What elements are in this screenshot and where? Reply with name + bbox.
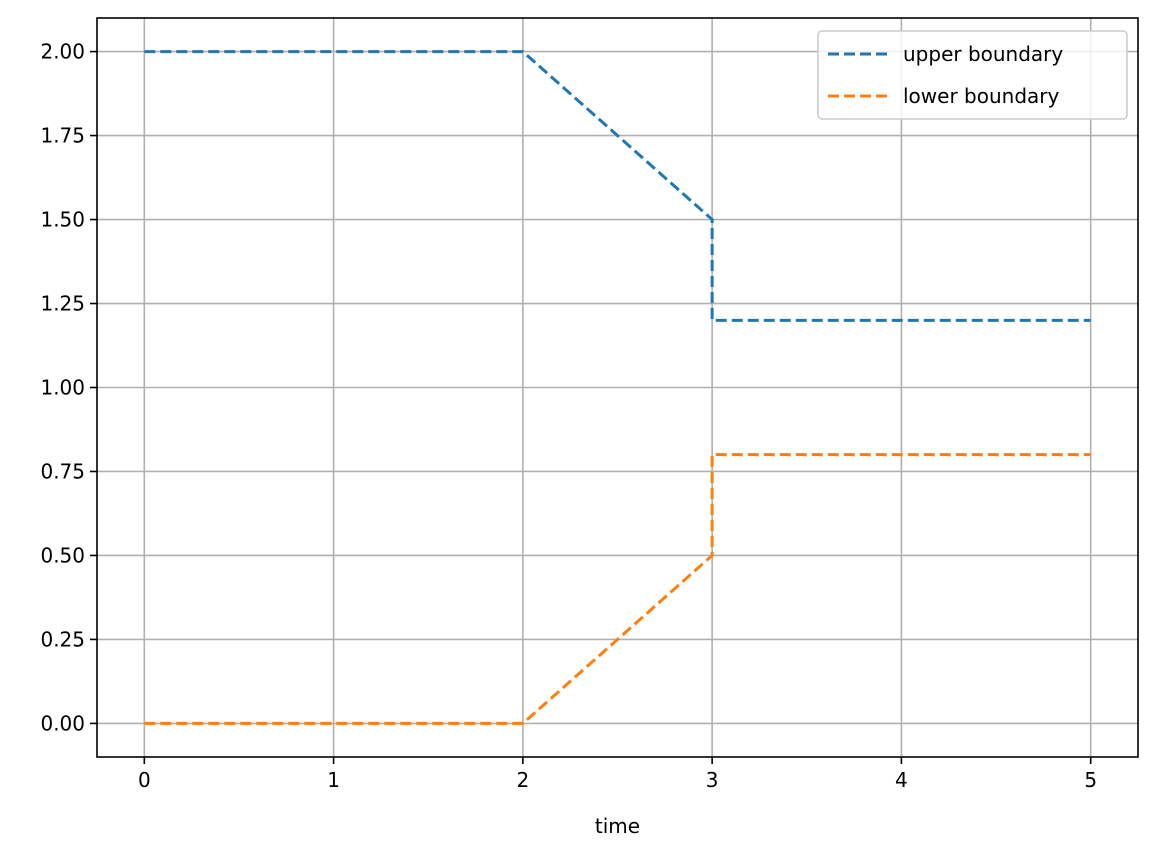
series-lines (144, 50, 1091, 725)
legend: upper boundary lower boundary (817, 30, 1128, 120)
y-tick-label: 0.00 (40, 711, 85, 735)
x-tick-label: 2 (516, 768, 529, 792)
x-tick-label: 0 (138, 768, 151, 792)
y-tick-label: 0.50 (40, 543, 85, 567)
legend-label: lower boundary (903, 84, 1059, 108)
grid-lines (97, 18, 1138, 757)
y-tick-label: 1.75 (40, 124, 85, 148)
y-tick-label: 0.75 (40, 459, 85, 483)
x-tick-label: 5 (1084, 768, 1097, 792)
x-tick-label: 4 (895, 768, 908, 792)
y-tick-label: 1.50 (40, 208, 85, 232)
x-tick-label: 1 (327, 768, 340, 792)
y-tick-label: 1.25 (40, 292, 85, 316)
axis-ticks: 0 1 2 3 4 5 0.00 0.25 0.50 0.75 1.00 1.25 1.50 1.75 2.… (40, 40, 1097, 792)
y-tick-label: 1.00 (40, 376, 85, 400)
series-line-upper-boundary (144, 50, 1091, 322)
series-line-lower-boundary (144, 453, 1091, 725)
y-tick-label: 0.25 (40, 627, 85, 651)
legend-label: upper boundary (903, 42, 1063, 66)
y-tick-label: 2.00 (40, 40, 85, 64)
x-axis-title: time (595, 814, 640, 838)
legend-box (817, 30, 1128, 120)
x-tick-label: 3 (706, 768, 719, 792)
